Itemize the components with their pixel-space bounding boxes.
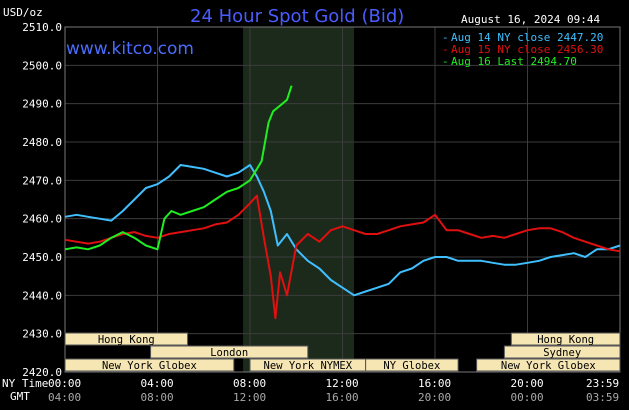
x-tick-ny: 20:00 [511, 377, 544, 390]
legend-label: Aug 15 NY close 2456.30 [451, 43, 603, 56]
market-band-label: NY Globex [383, 360, 440, 372]
x-tick-ny: 12:00 [326, 377, 359, 390]
y-tick-label: 2450.0 [22, 251, 62, 264]
market-band-label: Sydney [543, 347, 581, 359]
market-band [503, 345, 621, 359]
market-band-label: New York NYMEX [264, 360, 353, 372]
x-tick-gmt: 04:00 [48, 391, 81, 404]
legend: - Aug 14 NY close 2447.20- Aug 15 NY close… [442, 31, 603, 68]
market-band-label: Hong Kong [537, 334, 594, 346]
grid [64, 26, 621, 373]
y-axis-ticks: 2420.0 2430.0 2440.0 2450.0 2460.0 2470.0 2480… [22, 21, 62, 379]
x-tick-ny: 16:00 [418, 377, 451, 390]
y-tick-label: 2500.0 [22, 59, 62, 72]
legend-marker: - [442, 43, 449, 56]
gmt-label: GMT [10, 390, 30, 403]
y-tick-label: 2430.0 [22, 328, 62, 341]
market-band [476, 358, 621, 372]
x-tick-gmt: 03:59 [586, 391, 619, 404]
aug14-series-line [64, 164, 621, 297]
market-band [365, 358, 459, 372]
plot-border [64, 26, 621, 373]
market-band-label: London [210, 347, 248, 359]
y-tick-label: 2470.0 [22, 174, 62, 187]
legend-label: Aug 14 NY close 2447.20 [451, 31, 603, 44]
x-tick-gmt: 16:00 [326, 391, 359, 404]
market-band [150, 345, 309, 359]
x-tick-ny: 00:00 [48, 377, 81, 390]
x-axis-ticks: 00:00 04:00 08:00 12:00 16:00 20:00 23:5904:00… [48, 377, 619, 404]
legend-label: Aug 16 Last 2494.70 [451, 55, 577, 68]
y-tick-label: 2440.0 [22, 289, 62, 302]
x-tick-gmt: 12:00 [233, 391, 266, 404]
chart-title: 24 Hour Spot Gold (Bid) [190, 6, 404, 27]
aug15-series-line [64, 194, 621, 320]
y-tick-label: 2490.0 [22, 98, 62, 111]
x-tick-ny: 04:00 [141, 377, 174, 390]
date-label: August 16, 2024 09:44 [461, 13, 600, 26]
x-tick-gmt: 20:00 [418, 391, 451, 404]
x-tick-ny: 23:59 [586, 377, 619, 390]
y-tick-label: 2510.0 [22, 21, 62, 34]
market-band-label: New York Globex [102, 360, 197, 372]
market-band [64, 332, 189, 346]
ny-time-label: NY Time [2, 377, 48, 390]
market-hours-highlight [243, 27, 355, 372]
market-band-label: Hong Kong [98, 334, 155, 346]
price-series [64, 85, 621, 320]
x-tick-gmt: 08:00 [141, 391, 174, 404]
y-tick-label: 2420.0 [22, 366, 62, 379]
units-label: USD/oz [3, 6, 43, 19]
market-band [64, 358, 235, 372]
x-tick-gmt: 00:00 [511, 391, 544, 404]
legend-marker: - [442, 55, 449, 68]
market-band [510, 332, 621, 346]
market-band-label: New York Globex [501, 360, 596, 372]
y-tick-label: 2480.0 [22, 136, 62, 149]
highlight-rect [243, 27, 355, 372]
legend-marker: - [442, 31, 449, 44]
brand-watermark: www.kitco.com [66, 39, 194, 59]
x-tick-ny: 08:00 [233, 377, 266, 390]
y-tick-label: 2460.0 [22, 213, 62, 226]
aug16-series-line [64, 85, 293, 251]
